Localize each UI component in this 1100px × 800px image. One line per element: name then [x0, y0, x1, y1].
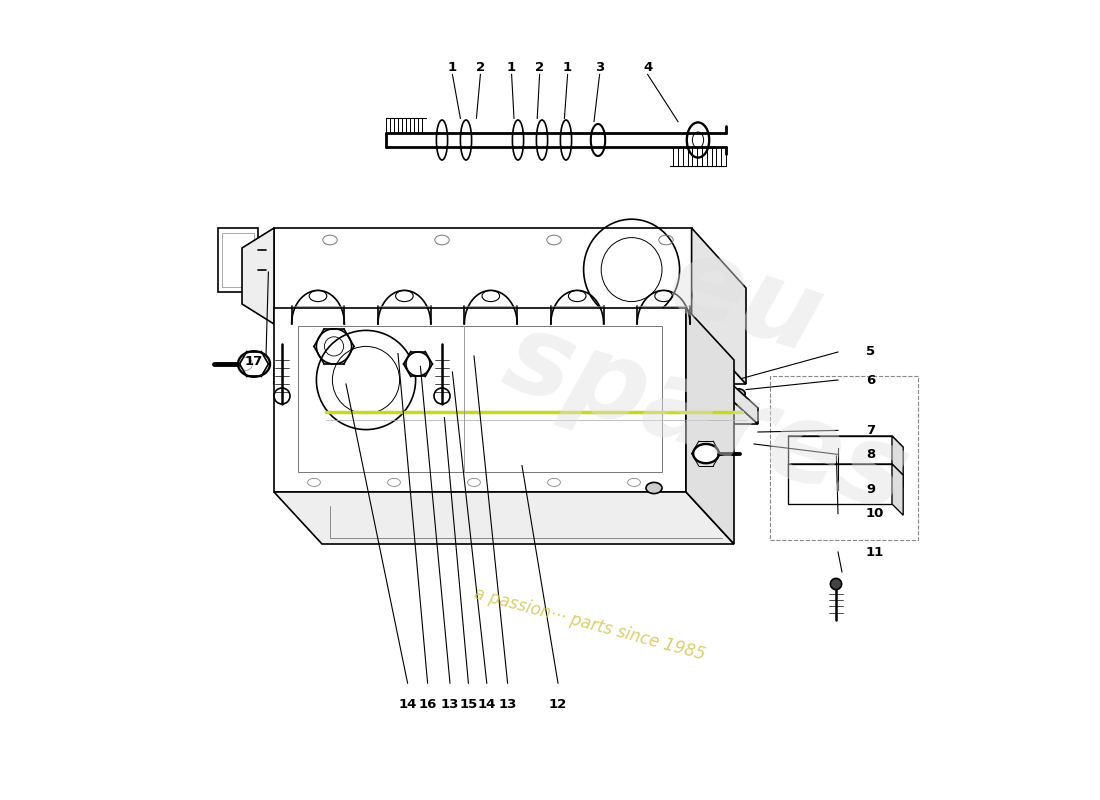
Ellipse shape: [238, 351, 270, 377]
Text: a passion··· parts since 1985: a passion··· parts since 1985: [472, 585, 707, 663]
Ellipse shape: [646, 482, 662, 494]
Text: 2: 2: [535, 62, 544, 74]
Polygon shape: [788, 436, 903, 447]
Text: 11: 11: [866, 546, 884, 558]
Text: 12: 12: [549, 698, 568, 710]
Polygon shape: [686, 308, 734, 544]
Text: 13: 13: [498, 698, 517, 710]
Text: 1: 1: [563, 62, 572, 74]
Polygon shape: [274, 384, 758, 424]
Ellipse shape: [686, 122, 710, 158]
Ellipse shape: [242, 352, 266, 376]
Polygon shape: [274, 492, 734, 544]
Polygon shape: [242, 228, 274, 324]
Bar: [222, 233, 254, 287]
Polygon shape: [274, 228, 692, 324]
Ellipse shape: [437, 120, 448, 160]
Text: 14: 14: [398, 698, 417, 710]
Polygon shape: [788, 464, 903, 475]
Text: 16: 16: [418, 698, 437, 710]
Text: 15: 15: [460, 698, 477, 710]
Ellipse shape: [537, 120, 548, 160]
Ellipse shape: [591, 124, 605, 156]
Ellipse shape: [434, 388, 450, 404]
Polygon shape: [692, 228, 746, 384]
Text: 9: 9: [866, 483, 876, 496]
Polygon shape: [274, 308, 686, 492]
Polygon shape: [274, 324, 746, 384]
Ellipse shape: [693, 444, 718, 463]
Text: 17: 17: [245, 355, 263, 368]
Bar: [218, 228, 258, 292]
Ellipse shape: [513, 120, 524, 160]
Text: 1: 1: [507, 62, 516, 74]
Ellipse shape: [560, 120, 572, 160]
Text: 1: 1: [448, 62, 456, 74]
Polygon shape: [274, 368, 714, 384]
Bar: [770, 376, 918, 540]
Ellipse shape: [461, 120, 472, 160]
Bar: [298, 326, 662, 472]
Text: 10: 10: [866, 507, 884, 520]
Polygon shape: [788, 436, 892, 476]
Ellipse shape: [406, 352, 430, 376]
Ellipse shape: [274, 388, 290, 404]
Text: 14: 14: [477, 698, 496, 710]
Polygon shape: [714, 368, 758, 424]
Text: 4: 4: [644, 62, 652, 74]
Text: 6: 6: [866, 374, 876, 386]
Text: 7: 7: [866, 424, 876, 437]
Polygon shape: [892, 436, 903, 487]
Ellipse shape: [830, 578, 842, 590]
Ellipse shape: [730, 389, 745, 398]
Polygon shape: [788, 464, 892, 504]
Ellipse shape: [258, 250, 274, 270]
Text: 5: 5: [866, 346, 876, 358]
Text: 13: 13: [441, 698, 459, 710]
Polygon shape: [892, 464, 903, 515]
Text: eu
spares: eu spares: [492, 186, 960, 534]
Text: 3: 3: [595, 62, 604, 74]
Text: 2: 2: [476, 62, 485, 74]
Text: 8: 8: [866, 448, 876, 461]
